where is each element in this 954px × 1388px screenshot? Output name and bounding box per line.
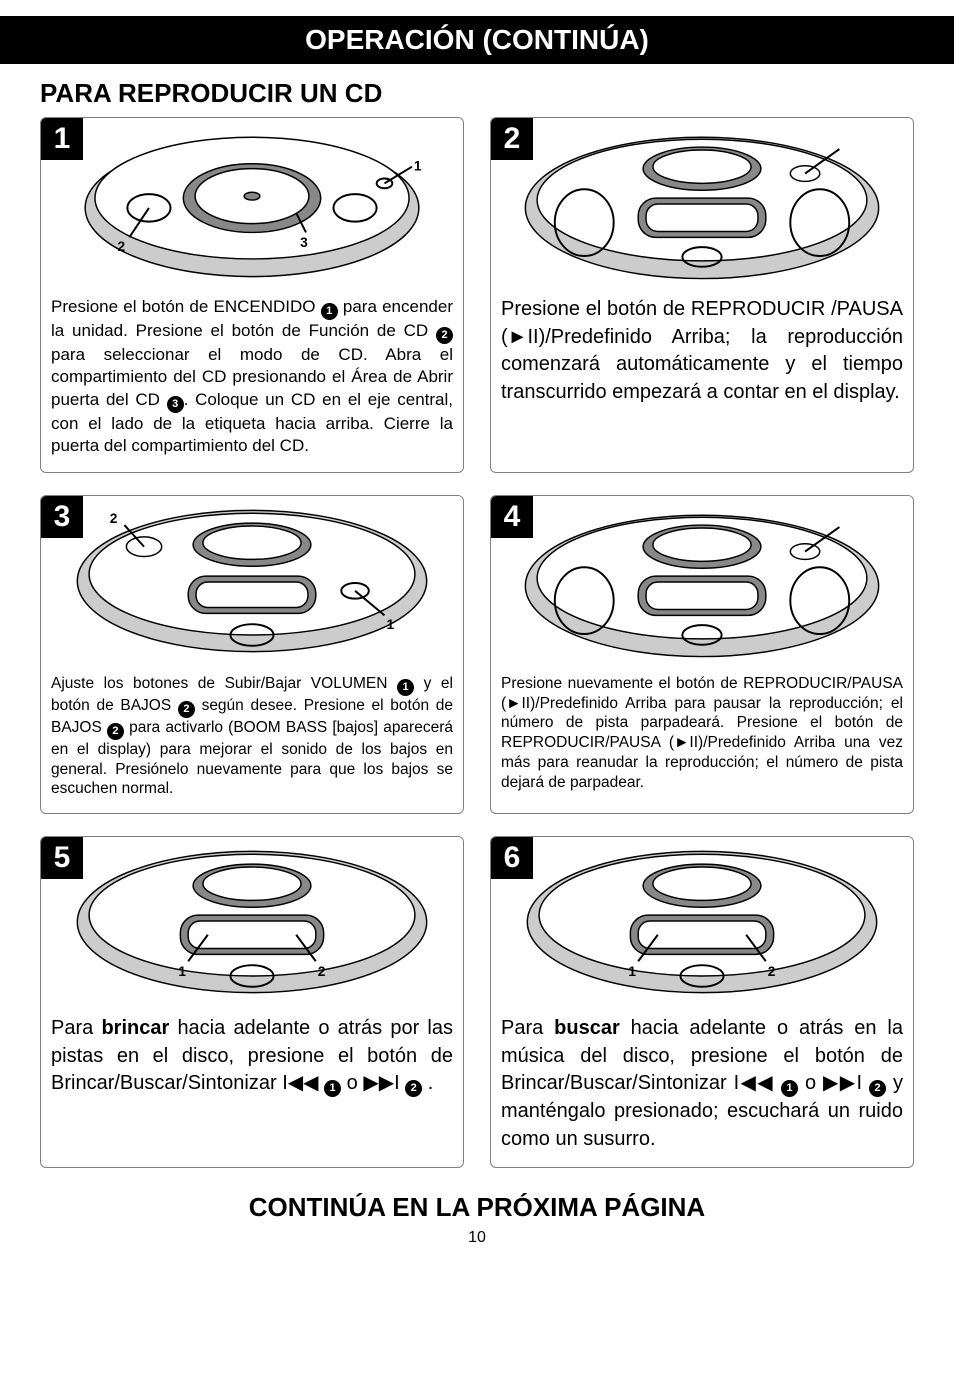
step-6-number: 6 xyxy=(491,837,533,879)
boombox-front-icon xyxy=(491,496,913,666)
callout-1: 1 xyxy=(414,159,422,174)
page-number: 10 xyxy=(40,1229,914,1247)
step-1: 1 1 2 3 Presione e xyxy=(40,117,464,473)
step-4: 4 Presione nuevamente el botón de REPROD… xyxy=(490,495,914,814)
step-6-illustration: 6 1 2 xyxy=(491,837,913,1007)
boombox-top-icon: 1 2 3 xyxy=(41,118,463,288)
callout-s6-2: 2 xyxy=(768,964,776,979)
step-5-text: Para brincar hacia adelante o atrás por … xyxy=(41,1007,463,1112)
boombox-controls-icon: 2 1 xyxy=(41,496,463,666)
callout-s6-1: 1 xyxy=(628,964,636,979)
step-6-text: Para buscar hacia adelante o atrás en la… xyxy=(491,1007,913,1167)
callout-s5-1: 1 xyxy=(178,964,186,979)
step-1-text: Presione el botón de ENCENDIDO 1 para en… xyxy=(41,288,463,472)
steps-grid: 1 1 2 3 Presione e xyxy=(40,117,914,1168)
step-2-illustration: 2 xyxy=(491,118,913,288)
callout-s3-1: 1 xyxy=(386,617,394,632)
callout-2: 2 xyxy=(118,239,126,254)
step-1-illustration: 1 1 2 3 xyxy=(41,118,463,288)
continue-footer: CONTINÚA EN LA PRÓXIMA PÁGINA xyxy=(40,1192,914,1223)
step-4-text: Presione nuevamente el botón de REPRODUC… xyxy=(491,666,913,807)
step-3-text: Ajuste los botones de Subir/Bajar VOLUME… xyxy=(41,666,463,813)
step-3-illustration: 3 2 1 xyxy=(41,496,463,666)
section-title: PARA REPRODUCIR UN CD xyxy=(40,78,914,109)
callout-s3-2: 2 xyxy=(110,511,118,526)
step-5: 5 1 2 Para brincar hacia adelante o atrá… xyxy=(40,836,464,1168)
callout-3: 3 xyxy=(300,235,308,250)
step-4-number: 4 xyxy=(491,496,533,538)
step-3: 3 2 1 Ajuste los botones de xyxy=(40,495,464,814)
page-body: PARA REPRODUCIR UN CD 1 1 2 xyxy=(0,78,954,1267)
step-5-number: 5 xyxy=(41,837,83,879)
header-bar: OPERACIÓN (CONTINÚA) xyxy=(0,16,954,64)
callout-s5-2: 2 xyxy=(318,964,326,979)
step-5-illustration: 5 1 2 xyxy=(41,837,463,1007)
step-3-number: 3 xyxy=(41,496,83,538)
step-1-number: 1 xyxy=(41,118,83,160)
step-6: 6 1 2 Para buscar hacia adelante o atrás… xyxy=(490,836,914,1168)
step-4-illustration: 4 xyxy=(491,496,913,666)
boombox-skip-icon: 1 2 xyxy=(41,837,463,1007)
step-2: 2 Presione el botón de REPRODUCIR /PAUSA… xyxy=(490,117,914,473)
step-2-text: Presione el botón de REPRODUCIR /PAUSA (… xyxy=(491,288,913,420)
boombox-front-icon xyxy=(491,118,913,288)
step-2-number: 2 xyxy=(491,118,533,160)
boombox-skip-icon: 1 2 xyxy=(491,837,913,1007)
